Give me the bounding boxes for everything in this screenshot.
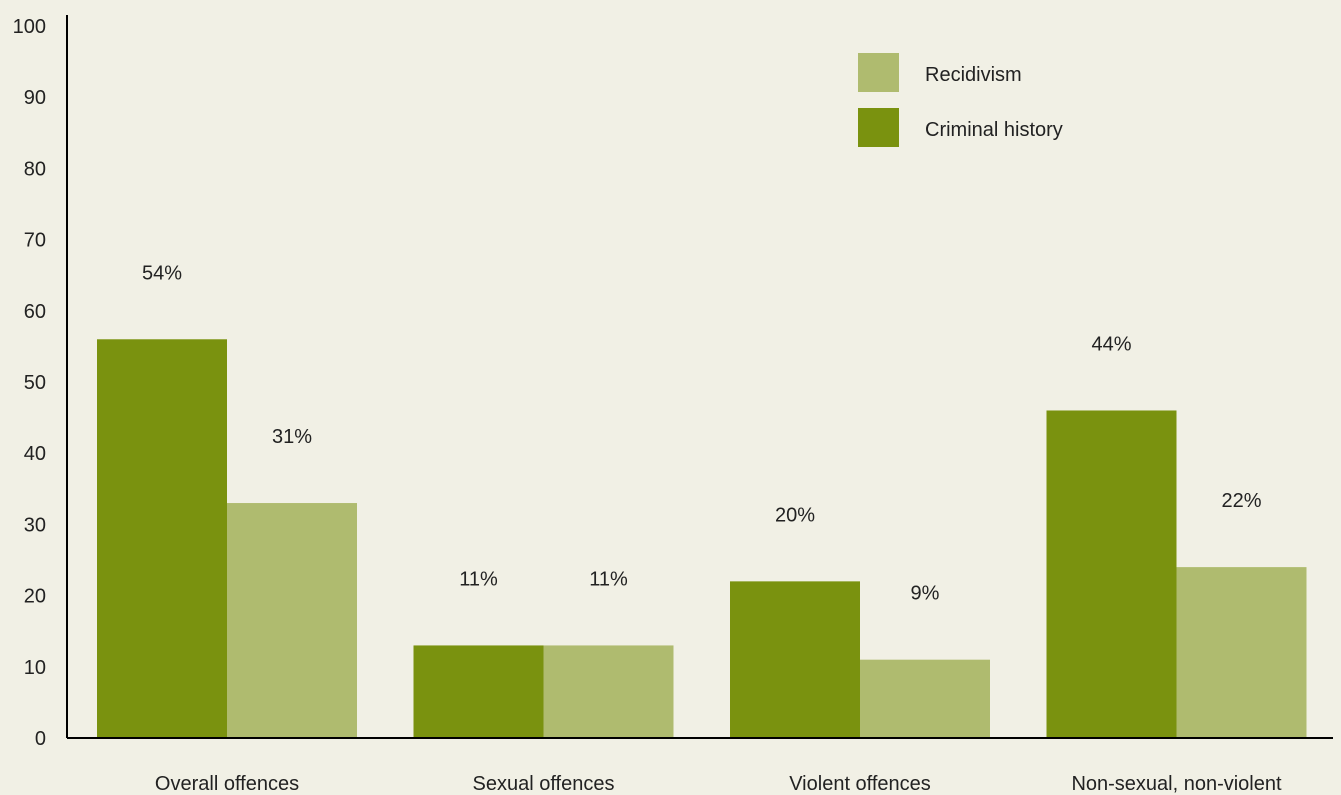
- bar-criminal-history: [97, 339, 227, 738]
- legend-label: Recidivism: [925, 64, 1022, 86]
- bar-recidivism: [227, 503, 357, 738]
- legend-label: Criminal history: [925, 119, 1063, 141]
- y-tick-label: 90: [24, 87, 46, 109]
- y-tick-label: 10: [24, 657, 46, 679]
- y-tick-label: 50: [24, 372, 46, 394]
- bar-recidivism: [1176, 567, 1307, 738]
- data-label: 44%: [1091, 333, 1131, 355]
- data-label: 31%: [272, 426, 312, 448]
- y-tick-label: 60: [24, 301, 46, 323]
- x-category-label: Violent offences: [789, 773, 931, 795]
- data-label: 11%: [459, 568, 498, 590]
- data-label: 20%: [775, 504, 815, 526]
- y-tick-label: 0: [35, 728, 46, 750]
- legend-swatch: [858, 53, 899, 92]
- bar-criminal-history: [413, 645, 544, 738]
- x-category-label: Overall offences: [155, 773, 299, 795]
- y-tick-label: 30: [24, 514, 46, 536]
- x-axis-category-labels: Overall offences Sexual offences Violent o…: [155, 773, 1282, 795]
- y-tick-label: 20: [24, 586, 46, 608]
- bar-recidivism: [860, 659, 990, 738]
- data-label: 54%: [142, 262, 182, 284]
- y-tick-label: 70: [24, 230, 46, 252]
- x-category-label: Non-sexual, non-violent: [1071, 773, 1282, 795]
- data-label: 11%: [589, 568, 628, 590]
- bars: [97, 339, 1307, 738]
- y-tick-label: 100: [13, 16, 46, 38]
- bar-recidivism: [543, 645, 674, 738]
- x-category-label: Sexual offences: [473, 773, 615, 795]
- y-tick-label: 80: [24, 158, 46, 180]
- legend-swatch: [858, 108, 899, 147]
- data-labels: 54% 31% 11% 11% 20% 9% 44% 22%: [142, 262, 1262, 604]
- y-axis-ticks: 0 10 20 30 40 50 60 70 80 90 100: [13, 16, 46, 750]
- y-tick-label: 40: [24, 443, 46, 465]
- data-label: 22%: [1221, 490, 1261, 512]
- bar-criminal-history: [1046, 410, 1177, 738]
- legend: Recidivism Criminal history: [858, 53, 1063, 147]
- bar-criminal-history: [730, 581, 860, 738]
- data-label: 9%: [911, 583, 940, 605]
